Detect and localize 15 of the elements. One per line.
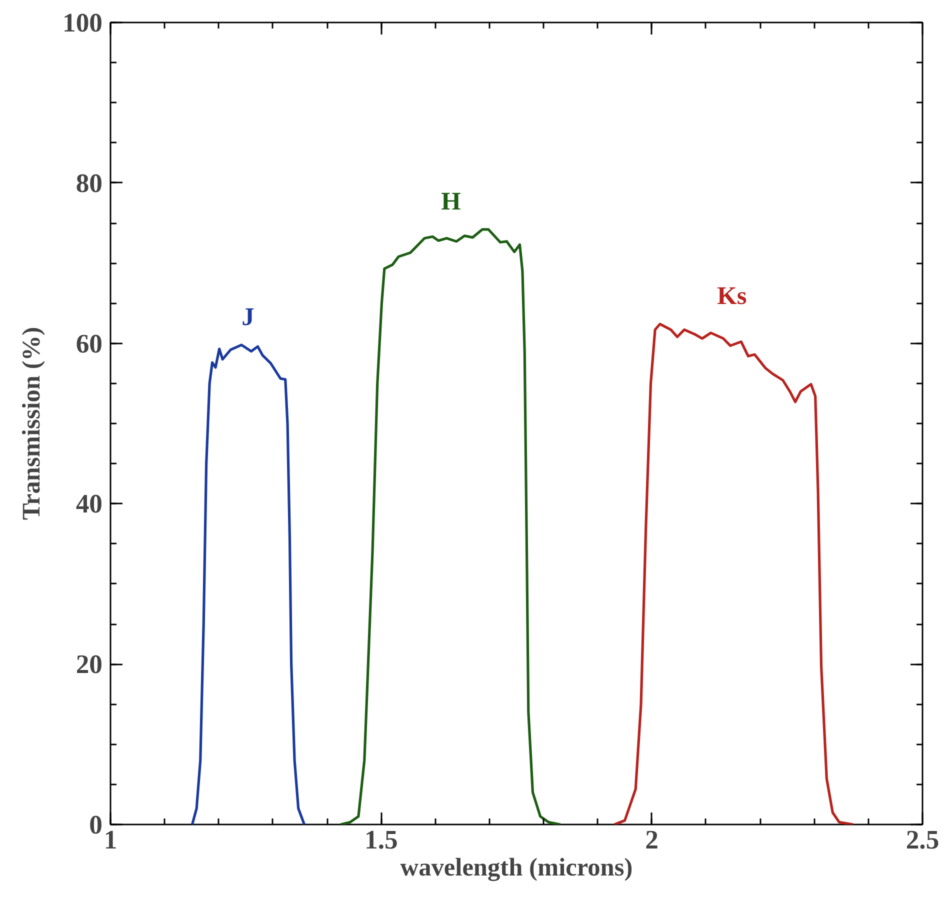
x-tick-label: 1 — [104, 824, 118, 854]
series-label: Ks — [717, 282, 747, 310]
y-tick-label: 0 — [89, 810, 102, 840]
x-axis-title: wavelength (microns) — [400, 854, 633, 882]
series-label: H — [441, 187, 462, 216]
y-tick-label: 20 — [76, 649, 102, 680]
series-label: J — [242, 302, 254, 331]
y-tick-label: 80 — [76, 168, 102, 198]
y-tick-label: 60 — [76, 328, 102, 358]
x-tick-label: 1.5 — [364, 824, 398, 854]
y-axis-title: Transmission (%) — [18, 326, 46, 520]
y-tick-label: 100 — [62, 8, 102, 38]
x-tick-label: 2 — [645, 824, 658, 854]
y-tick-label: 40 — [76, 488, 102, 519]
x-tick-label: 2.5 — [906, 824, 940, 854]
